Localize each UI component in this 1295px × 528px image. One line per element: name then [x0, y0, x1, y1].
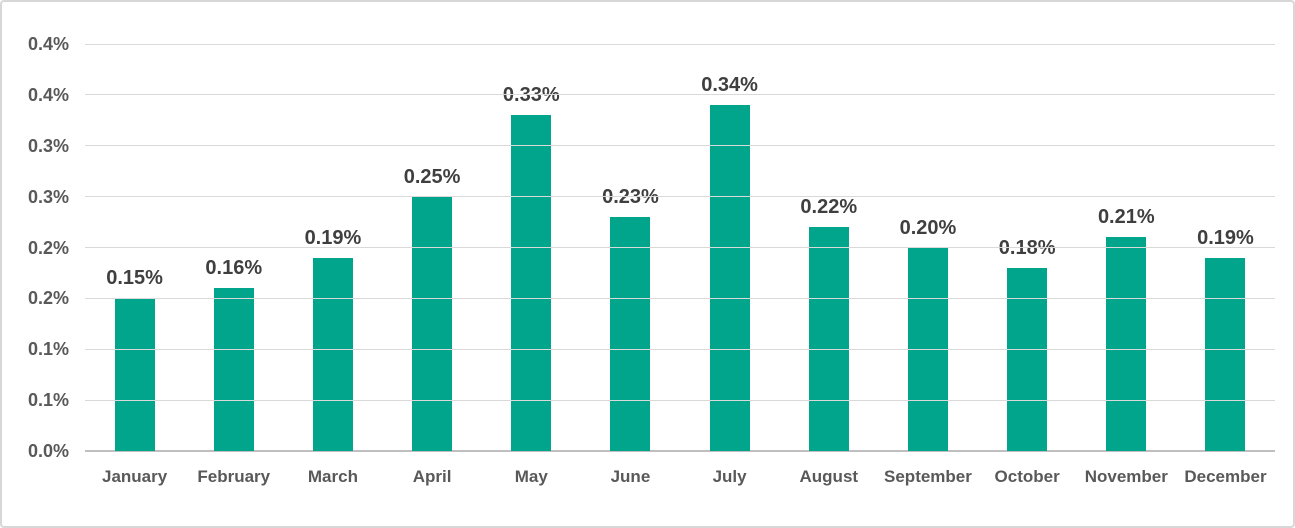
- y-axis-tick-label: 0.4%: [27, 34, 69, 54]
- bar-april[interactable]: [412, 196, 453, 451]
- y-axis-tick-label: 0.1%: [27, 390, 69, 411]
- y-axis-tick-label: 0.1%: [27, 339, 69, 360]
- gridline: [85, 247, 1275, 248]
- x-axis-label-september: September: [884, 467, 972, 486]
- x-axis-label-november: November: [1084, 467, 1168, 486]
- bar-value-label-april: 0.25%: [403, 165, 461, 188]
- bar-slot-july: 0.34%: [680, 44, 779, 451]
- bar-slot-april: 0.25%: [383, 44, 482, 451]
- bar-january[interactable]: [114, 298, 155, 451]
- y-axis-tick-label: 0.3%: [27, 186, 69, 207]
- bar-slot-august: 0.22%: [779, 44, 878, 451]
- bar-november[interactable]: [1106, 237, 1147, 451]
- y-axis-labels: 0.4% 0.4% 0.3% 0.3% 0.2% 0.2% 0.1% 0.1% 0.0%: [2, 35, 69, 460]
- gridline: [85, 297, 1275, 299]
- gridline: [85, 145, 1275, 147]
- bar-march[interactable]: [312, 257, 353, 451]
- bar-value-label-august: 0.22%: [800, 196, 858, 219]
- bar-slot-february: 0.16%: [184, 44, 283, 451]
- gridline: [85, 399, 1275, 401]
- bar-slot-november: 0.21%: [1077, 44, 1176, 451]
- x-axis-label-may: May: [514, 467, 548, 486]
- y-axis-tick-label: 0.4%: [27, 84, 69, 105]
- bar-december[interactable]: [1205, 257, 1246, 451]
- bar-slot-december: 0.19%: [1176, 44, 1275, 451]
- bar-slot-may: 0.33%: [482, 44, 581, 451]
- y-axis-tick-label: 0.2%: [27, 288, 69, 309]
- bar-june[interactable]: [610, 216, 651, 451]
- x-axis-label-december: December: [1184, 467, 1267, 486]
- bar-august[interactable]: [808, 227, 849, 451]
- bar-october[interactable]: [1007, 267, 1048, 451]
- gridline: [85, 43, 1275, 45]
- x-axis-label-march: March: [307, 467, 358, 486]
- y-axis-tick-label: 0.0%: [27, 441, 69, 461]
- x-axis-label-june: June: [610, 467, 651, 486]
- bar-value-label-november: 0.21%: [1097, 206, 1155, 229]
- x-axis-label-february: February: [197, 467, 271, 486]
- bar-may[interactable]: [511, 115, 552, 451]
- x-axis-label-august: August: [799, 467, 859, 486]
- bar-value-label-march: 0.19%: [304, 226, 362, 249]
- gridline: [85, 196, 1275, 198]
- gridline: [85, 348, 1275, 350]
- y-axis-tick-label: 0.3%: [27, 135, 69, 156]
- y-axis-tick-label: 0.2%: [27, 237, 69, 258]
- x-axis-labels: January February March April May June July Augu…: [85, 468, 1275, 485]
- bar-value-label-july: 0.34%: [701, 74, 758, 97]
- plot-area: 0.15% 0.16% 0.19% 0.25% 0.33% 0.23% 0.34% 0.22%…: [85, 43, 1275, 452]
- x-axis-label-july: July: [712, 467, 747, 486]
- bars-row: 0.15% 0.16% 0.19% 0.25% 0.33% 0.23% 0.34% 0.22%…: [85, 44, 1275, 451]
- x-axis-label-january: January: [101, 467, 168, 486]
- bar-slot-january: 0.15%: [85, 44, 184, 451]
- bar-value-label-september: 0.20%: [899, 216, 957, 239]
- bar-slot-june: 0.23%: [581, 44, 680, 451]
- x-axis-label-april: April: [412, 467, 452, 486]
- bar-value-label-december: 0.19%: [1197, 226, 1254, 249]
- x-axis-line: [85, 450, 1275, 452]
- bar-july[interactable]: [709, 105, 750, 451]
- x-axis-label-october: October: [994, 467, 1060, 486]
- gridline: [85, 94, 1275, 96]
- bar-value-label-january: 0.15%: [106, 267, 163, 290]
- bar-february[interactable]: [213, 288, 254, 451]
- bar-slot-march: 0.19%: [283, 44, 382, 451]
- bar-value-label-february: 0.16%: [205, 257, 263, 280]
